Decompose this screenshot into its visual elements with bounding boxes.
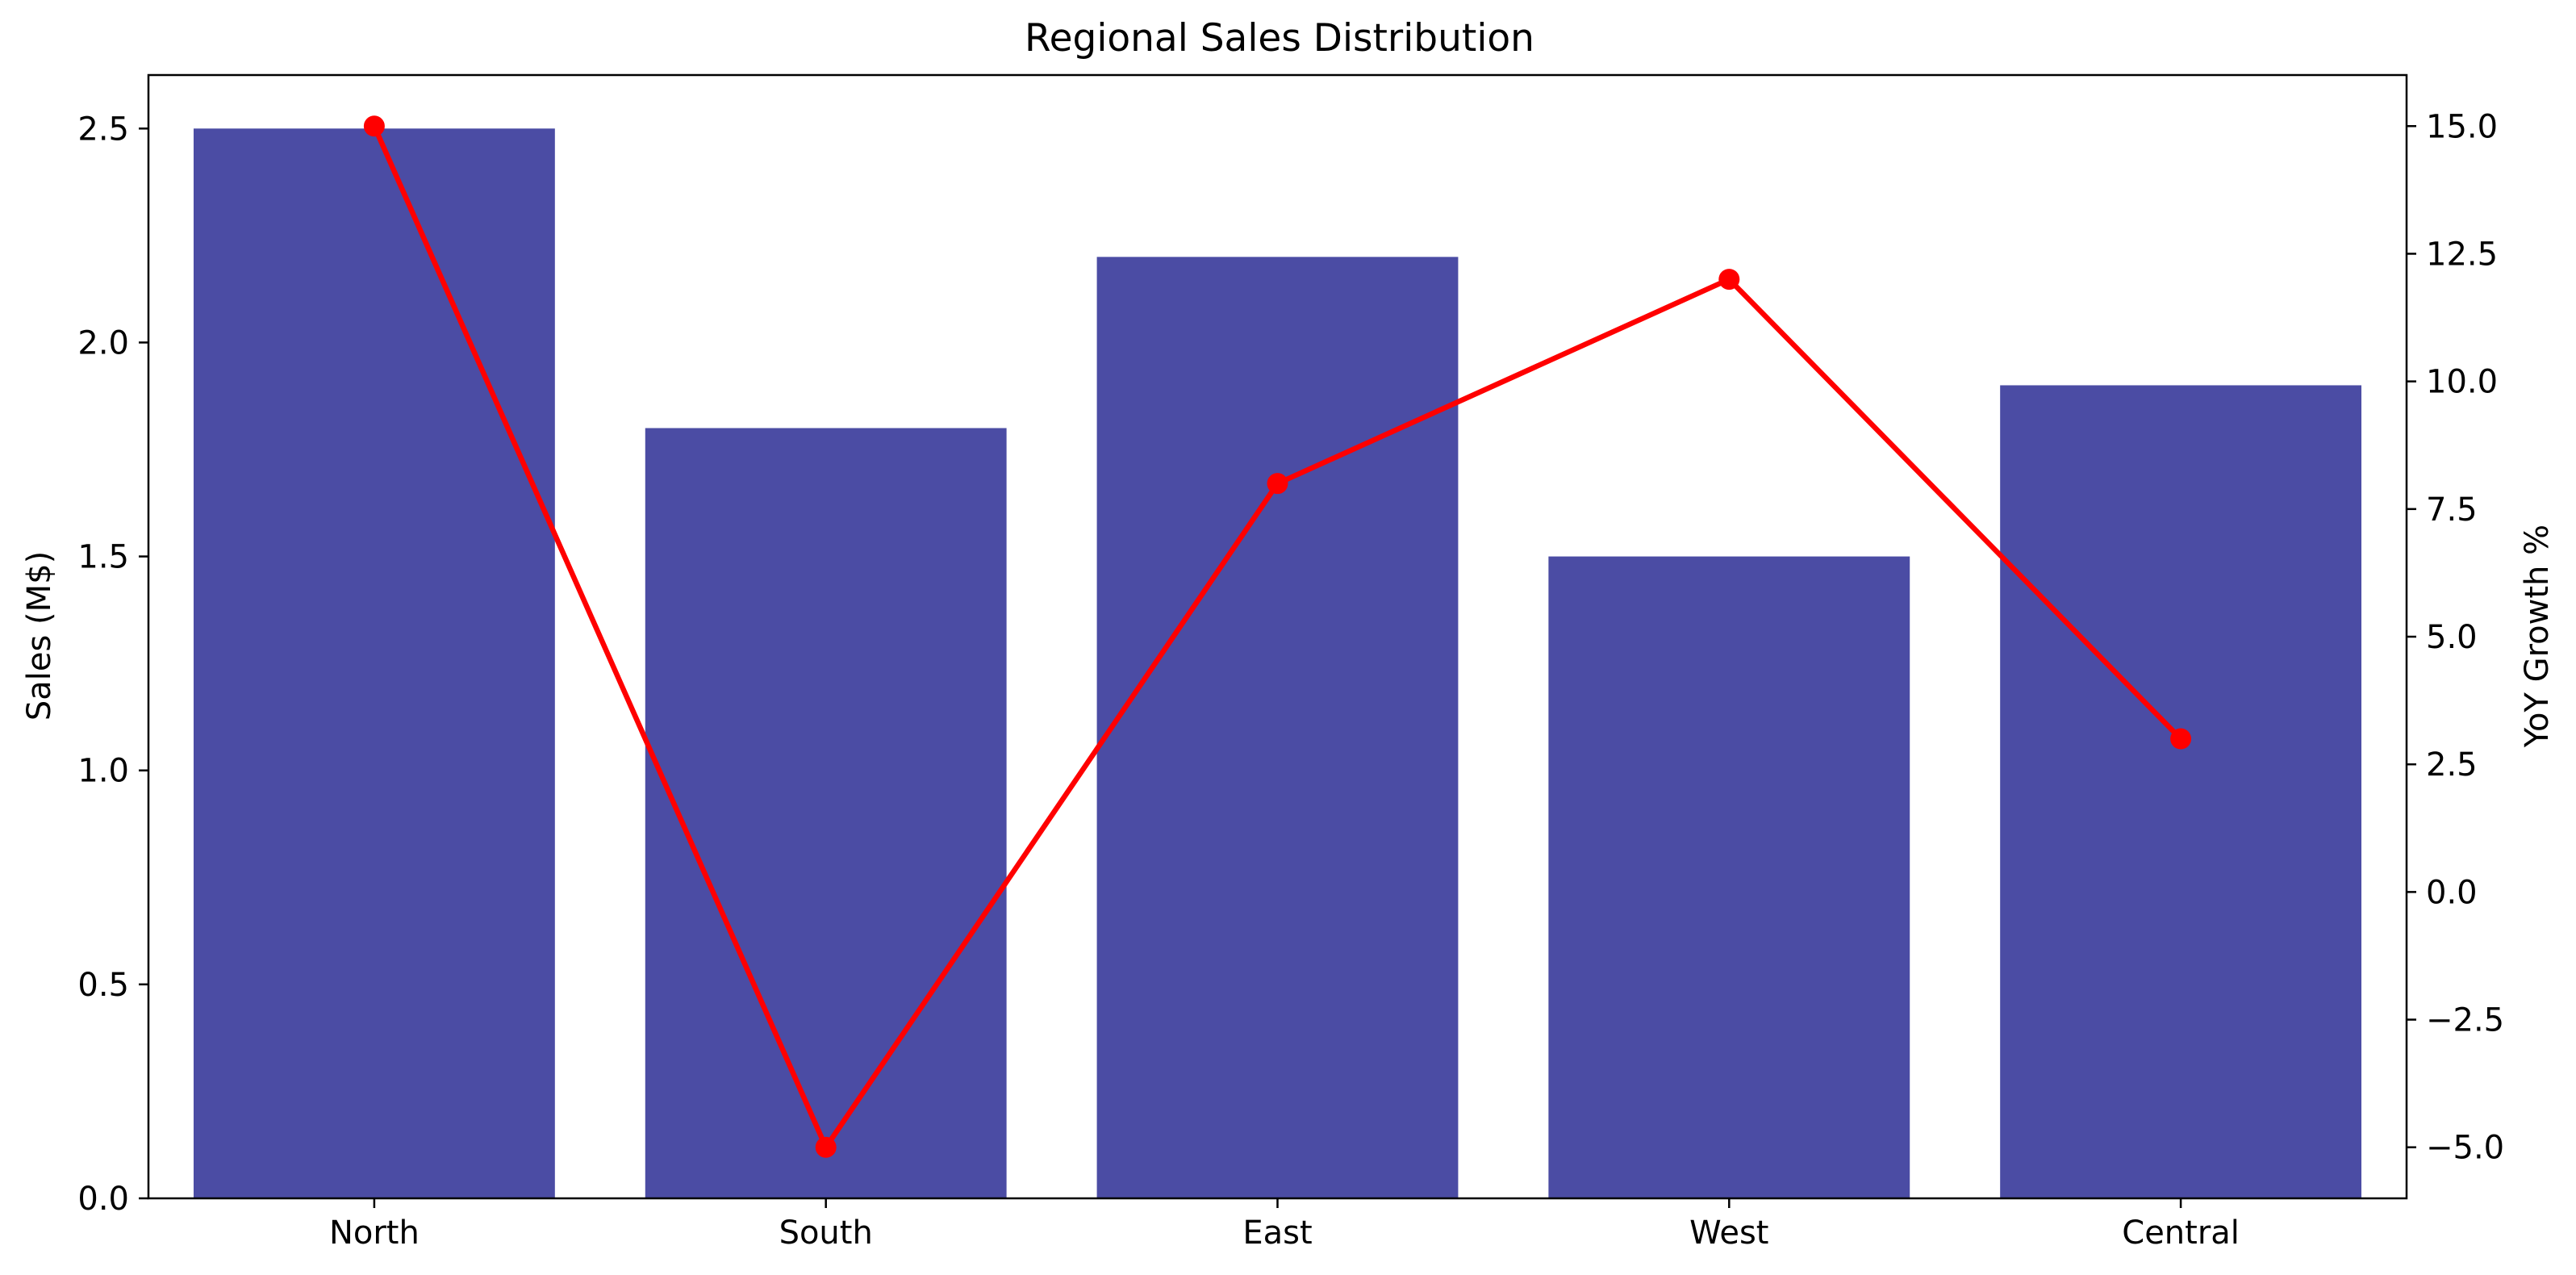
right-tick-label: 12.5 bbox=[2426, 236, 2498, 273]
right-tick-label: 5.0 bbox=[2426, 619, 2478, 656]
growth-point-east bbox=[1267, 473, 1288, 495]
bar-west bbox=[1548, 556, 1910, 1198]
left-y-axis-ticks: 0.0 0.5 1.0 1.5 2.0 2.5 bbox=[77, 111, 148, 1218]
growth-point-west bbox=[1718, 269, 1740, 291]
right-tick-label: −5.0 bbox=[2426, 1130, 2504, 1167]
right-tick-label: −2.5 bbox=[2426, 1002, 2504, 1039]
bar-central bbox=[2000, 385, 2362, 1199]
bar-east bbox=[1096, 257, 1459, 1198]
bar-north bbox=[193, 128, 555, 1198]
x-tick-label-central: Central bbox=[2122, 1214, 2240, 1252]
growth-line-series bbox=[363, 115, 2192, 1158]
x-tick-label-south: South bbox=[779, 1214, 873, 1252]
left-tick-label: 1.5 bbox=[77, 539, 129, 576]
right-tick-label: 7.5 bbox=[2426, 491, 2478, 529]
left-tick-label: 1.0 bbox=[77, 753, 129, 790]
right-tick-label: 15.0 bbox=[2426, 108, 2498, 145]
right-tick-label: 2.5 bbox=[2426, 746, 2478, 784]
bar-series bbox=[193, 128, 2362, 1199]
right-tick-label: 0.0 bbox=[2426, 874, 2478, 911]
growth-point-south bbox=[815, 1136, 837, 1158]
left-tick-label: 0.0 bbox=[77, 1181, 129, 1218]
y-axis-label-left: Sales (M$) bbox=[21, 551, 58, 721]
x-tick-label-north: North bbox=[329, 1214, 420, 1252]
left-tick-label: 2.5 bbox=[77, 111, 129, 148]
left-tick-label: 2.0 bbox=[77, 324, 129, 362]
right-y-axis-ticks: −5.0 −2.5 0.0 2.5 5.0 7.5 10.0 12.5 15.0 bbox=[2407, 108, 2504, 1167]
growth-point-central bbox=[2170, 728, 2192, 750]
y-axis-label-right: YoY Growth % bbox=[2519, 525, 2556, 748]
chart-title: Regional Sales Distribution bbox=[1025, 16, 1534, 61]
x-tick-label-west: West bbox=[1689, 1214, 1768, 1252]
growth-point-north bbox=[363, 115, 385, 137]
x-axis-ticks: North South East West Central bbox=[329, 1198, 2240, 1252]
bar-south bbox=[645, 428, 1007, 1198]
right-tick-label: 10.0 bbox=[2426, 364, 2498, 401]
x-tick-label-east: East bbox=[1242, 1214, 1312, 1252]
left-tick-label: 0.5 bbox=[77, 967, 129, 1004]
